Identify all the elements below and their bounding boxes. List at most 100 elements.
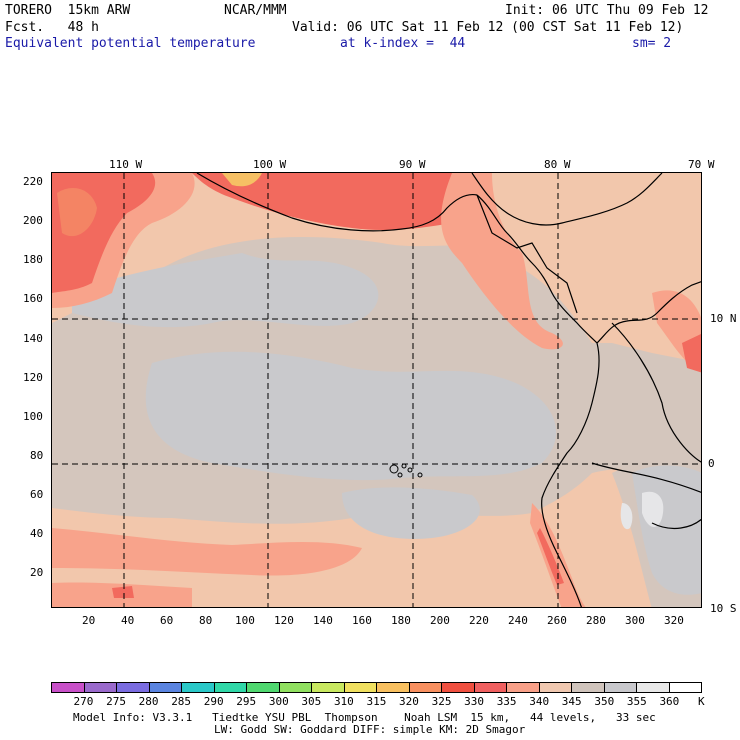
y-tick-40: 40 — [30, 527, 44, 540]
colorbar-cell — [637, 683, 670, 692]
colorbar-cell — [149, 683, 182, 692]
x-tick-240: 240 — [508, 614, 528, 627]
colorbar-label: 295 — [236, 695, 257, 708]
peru-330-shading — [537, 528, 564, 585]
y-tick-60: 60 — [30, 488, 44, 501]
y-tick-160: 160 — [23, 292, 43, 305]
model-info-line2: LW: Godd SW: Goddard DIFF: simple KM: 2D… — [214, 723, 526, 736]
y-tick-80: 80 — [30, 449, 44, 462]
colorbar-label: 355 — [626, 695, 647, 708]
colorbar-cell — [507, 683, 540, 692]
x-tick-280: 280 — [586, 614, 606, 627]
x-tick-180: 180 — [391, 614, 411, 627]
island-5 — [417, 472, 423, 478]
x-tick-80: 80 — [199, 614, 213, 627]
colorbar-label: 330 — [464, 695, 485, 708]
colorbar-cell — [669, 683, 701, 692]
colorbar-label: 280 — [138, 695, 159, 708]
mexico-330-shading — [192, 173, 452, 231]
colorbar-label: 340 — [529, 695, 550, 708]
border-peru — [651, 518, 701, 530]
colorbar-cell — [604, 683, 637, 692]
x-tick-100: 100 — [235, 614, 255, 627]
y-tick-200: 200 — [23, 214, 43, 227]
coastlines — [196, 173, 701, 607]
patch-350-shading — [72, 253, 379, 328]
colorbar-label: 360 — [659, 695, 680, 708]
y-tick-100: 100 — [23, 410, 43, 423]
valid-time: Valid: 06 UTC Sat 11 Feb 12 (00 CST Sat … — [292, 20, 684, 35]
x-tick-20: 20 — [82, 614, 96, 627]
x-tick-300: 300 — [625, 614, 645, 627]
lon-label-110w: 110 W — [109, 158, 143, 171]
colorbar-label: 320 — [399, 695, 419, 708]
colorbar-label: K — [698, 695, 705, 708]
colorbar-cell — [84, 683, 117, 692]
model-info-line1: Model Info: V3.3.1 Tiedtke YSU PBL Thomp… — [73, 711, 656, 724]
x-tick-120: 120 — [274, 614, 294, 627]
colorbar-label: 275 — [106, 695, 126, 708]
colorbar-label: 270 — [73, 695, 94, 708]
patch-350b-shading — [145, 351, 557, 481]
colorbar-cell — [52, 683, 85, 692]
colorbar-cell — [344, 683, 377, 692]
colorbar-label: 350 — [594, 695, 615, 708]
patch-350c-shading — [342, 487, 480, 539]
lon-label-80w: 80 W — [544, 158, 571, 171]
organization: NCAR/MMM — [224, 3, 287, 18]
theta-e-map — [52, 173, 701, 607]
colorbar-cell — [409, 683, 442, 692]
land-355b-shading — [620, 503, 633, 530]
island-3 — [407, 467, 413, 473]
mexico-320-shading — [222, 173, 262, 187]
band-335-south-shading — [52, 528, 362, 576]
colorbar-label: 300 — [268, 695, 289, 708]
lon-label-70w: 70 W — [688, 158, 715, 171]
x-tick-140: 140 — [313, 614, 333, 627]
colorbar-label: 285 — [171, 695, 192, 708]
colombia-330-shading — [682, 333, 701, 373]
colorbar-cell — [442, 683, 475, 692]
lat-label-0: 0 — [708, 457, 715, 470]
y-tick-20: 20 — [30, 566, 44, 579]
land-355-shading — [642, 491, 664, 528]
y-tick-180: 180 — [23, 253, 43, 266]
x-tick-260: 260 — [547, 614, 567, 627]
lon-label-90w: 90 W — [399, 158, 426, 171]
lon-label-100w: 100 W — [253, 158, 287, 171]
colorbar-cell — [377, 683, 410, 692]
model-name: TORERO 15km ARW — [5, 3, 131, 18]
central-america-335-shading — [441, 173, 563, 350]
colorbar-label: 290 — [203, 695, 224, 708]
colorbar — [51, 682, 702, 693]
border-ecuador — [591, 462, 701, 493]
colorbar-cell — [182, 683, 215, 692]
nw-325-shading — [57, 188, 97, 237]
colorbar-cell — [117, 683, 150, 692]
x-tick-160: 160 — [352, 614, 372, 627]
colorbar-cell — [279, 683, 312, 692]
border-colombia — [611, 322, 701, 463]
colorbar-cell — [474, 683, 507, 692]
y-tick-220: 220 — [23, 175, 43, 188]
border-central-america — [476, 194, 578, 314]
island-1 — [389, 464, 399, 474]
colorbar-label: 345 — [561, 695, 582, 708]
galapagos-islands — [389, 463, 423, 478]
field-name: Equivalent potential temperature — [5, 36, 256, 51]
level-index: at k-index = 44 — [340, 36, 466, 51]
coast-panama-colombia — [596, 281, 701, 344]
colorbar-label: 335 — [496, 695, 517, 708]
colorbar-cell — [214, 683, 247, 692]
forecast-hour: Fcst. 48 h — [5, 20, 99, 35]
map-panel — [51, 172, 702, 608]
x-tick-320: 320 — [664, 614, 684, 627]
lat-label-10n: 10 N — [710, 312, 737, 325]
x-tick-40: 40 — [121, 614, 135, 627]
smoothing: sm= 2 — [632, 36, 672, 51]
colorbar-cell — [312, 683, 345, 692]
coast-south-america — [541, 342, 600, 607]
y-tick-120: 120 — [23, 371, 43, 384]
colorbar-cell — [247, 683, 280, 692]
colorbar-label: 310 — [333, 695, 354, 708]
